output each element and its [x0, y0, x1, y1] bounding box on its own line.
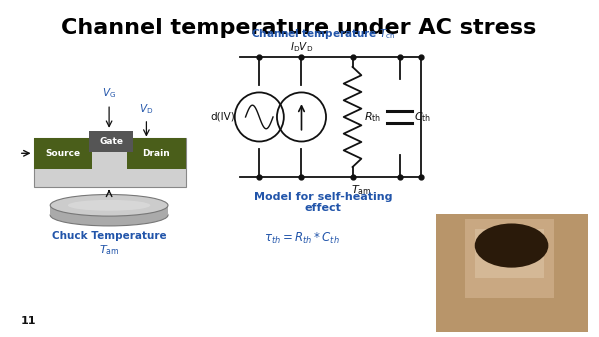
Bar	[465, 219, 553, 298]
Bar	[436, 214, 588, 332]
Text: $V_{\rm G}$: $V_{\rm G}$	[102, 87, 116, 100]
Text: Model for self-heating
effect: Model for self-heating effect	[254, 191, 392, 213]
Bar	[50, 205, 168, 215]
Ellipse shape	[50, 204, 168, 226]
Text: Source: Source	[46, 149, 80, 158]
Text: $\tau_{th} = R_{th} * C_{th}$: $\tau_{th} = R_{th} * C_{th}$	[264, 231, 340, 246]
Text: $C_{\rm th}$: $C_{\rm th}$	[415, 110, 431, 124]
Bar	[89, 131, 132, 152]
Text: $T_{\rm am}$: $T_{\rm am}$	[99, 244, 119, 257]
Text: $V_{\rm D}$: $V_{\rm D}$	[139, 102, 153, 116]
Text: Channel temperature $T_{\rm ch}$: Channel temperature $T_{\rm ch}$	[251, 27, 395, 41]
Text: d(IV): d(IV)	[210, 112, 235, 122]
Text: 11: 11	[21, 316, 37, 326]
Text: $R_{\rm th}$: $R_{\rm th}$	[364, 110, 382, 124]
Text: $I_{\rm D}V_{\rm D}$: $I_{\rm D}V_{\rm D}$	[290, 40, 313, 54]
Bar	[127, 137, 186, 169]
Text: Channel temperature under AC stress: Channel temperature under AC stress	[61, 18, 536, 38]
Ellipse shape	[50, 194, 168, 216]
Text: $T_{\rm am}$: $T_{\rm am}$	[351, 183, 371, 196]
Bar	[34, 137, 186, 187]
Text: Chuck Temperature: Chuck Temperature	[52, 231, 167, 241]
Text: Gate: Gate	[99, 137, 123, 146]
Ellipse shape	[68, 200, 150, 211]
Bar	[475, 229, 544, 278]
Bar	[34, 137, 92, 169]
Text: Drain: Drain	[143, 149, 170, 158]
Ellipse shape	[475, 223, 548, 268]
